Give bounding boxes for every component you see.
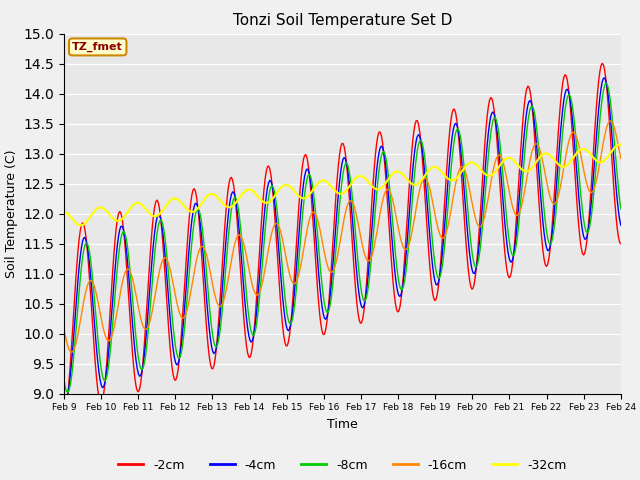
-32cm <box>296 194 304 200</box>
-2cm <box>372 150 380 156</box>
-2cm <box>60 412 68 418</box>
-8cm <box>234 206 242 212</box>
Line: -4cm: -4cm <box>64 78 621 399</box>
-4cm <box>373 167 381 173</box>
-8cm <box>60 377 68 383</box>
-2cm <box>566 96 573 102</box>
-16cm <box>607 118 614 124</box>
-4cm <box>234 219 242 225</box>
-8cm <box>296 243 304 249</box>
-16cm <box>399 244 407 250</box>
-4cm <box>296 218 304 224</box>
-2cm <box>295 204 303 210</box>
-4cm <box>399 278 407 284</box>
Legend: -2cm, -4cm, -8cm, -16cm, -32cm: -2cm, -4cm, -8cm, -16cm, -32cm <box>113 454 572 477</box>
-32cm <box>60 209 68 215</box>
-16cm <box>617 156 625 161</box>
X-axis label: Time: Time <box>327 418 358 431</box>
-2cm <box>617 240 625 246</box>
-16cm <box>60 326 68 332</box>
-32cm <box>617 142 625 147</box>
-32cm <box>616 142 623 147</box>
-16cm <box>567 132 575 138</box>
-32cm <box>234 196 242 202</box>
-4cm <box>470 271 478 276</box>
-2cm <box>234 219 241 225</box>
-8cm <box>399 284 407 289</box>
-8cm <box>63 390 71 396</box>
-8cm <box>567 95 575 101</box>
Line: -32cm: -32cm <box>64 144 621 225</box>
-32cm <box>567 158 575 164</box>
Line: -16cm: -16cm <box>64 121 621 352</box>
-8cm <box>373 191 381 196</box>
-16cm <box>373 230 381 236</box>
-16cm <box>234 232 242 238</box>
Line: -8cm: -8cm <box>64 84 621 393</box>
-2cm <box>598 60 606 66</box>
-4cm <box>601 75 609 81</box>
Text: TZ_fmet: TZ_fmet <box>72 42 123 52</box>
-16cm <box>470 211 478 216</box>
-8cm <box>602 81 609 86</box>
Y-axis label: Soil Temperature (C): Soil Temperature (C) <box>5 149 18 278</box>
-2cm <box>399 286 406 291</box>
Title: Tonzi Soil Temperature Set D: Tonzi Soil Temperature Set D <box>233 13 452 28</box>
-4cm <box>60 393 68 399</box>
-32cm <box>399 172 407 178</box>
-16cm <box>296 266 304 272</box>
-8cm <box>617 206 625 212</box>
-32cm <box>470 160 478 166</box>
Line: -2cm: -2cm <box>64 63 621 415</box>
-4cm <box>617 222 625 228</box>
-32cm <box>373 186 381 192</box>
-16cm <box>67 349 75 355</box>
-32cm <box>76 222 84 228</box>
-2cm <box>469 285 477 291</box>
-4cm <box>567 102 575 108</box>
-4cm <box>61 396 69 402</box>
-8cm <box>470 262 478 267</box>
